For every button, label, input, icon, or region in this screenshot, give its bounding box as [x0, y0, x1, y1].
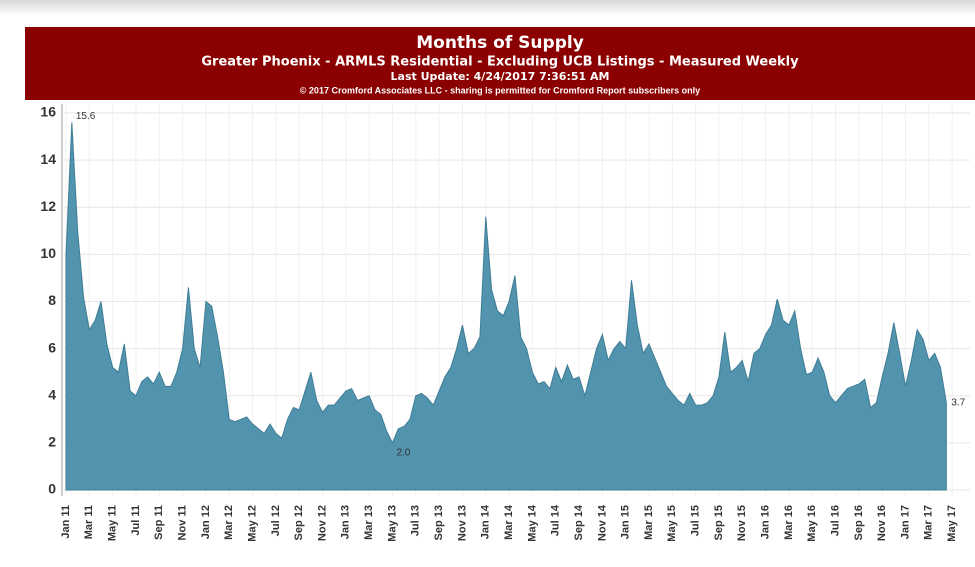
x-tick-label: Mar 11	[83, 505, 95, 539]
x-tick-label: May 17	[946, 505, 958, 542]
y-tick-label: 16	[40, 104, 56, 120]
x-tick-label: May 12	[246, 505, 258, 542]
x-tick-label: Sep 13	[433, 505, 445, 540]
y-tick-label: 8	[48, 292, 56, 308]
x-tick-label: Jan 11	[60, 505, 72, 539]
x-tick-label: Nov 16	[876, 505, 888, 541]
x-tick-label: Jul 13	[410, 505, 422, 536]
area	[65, 122, 947, 491]
x-tick-label: Jul 16	[829, 505, 841, 536]
chart-subtitle: Greater Phoenix - ARMLS Residential - Ex…	[201, 55, 799, 70]
x-tick-label: Nov 15	[736, 505, 748, 541]
x-tick-label: Jan 13	[340, 505, 352, 539]
x-tick-label: Mar 14	[503, 504, 515, 540]
y-tick-label: 12	[40, 198, 56, 214]
data-label: 15.6	[76, 111, 96, 122]
update-note: Last Update: 4/24/2017 7:36:51 AM	[391, 70, 610, 83]
x-tick-label: Jan 15	[620, 505, 632, 539]
data-label: 2.0	[396, 448, 410, 459]
top-shadow	[0, 0, 975, 16]
x-tick-label: May 16	[806, 505, 818, 542]
x-tick-label: Jan 17	[899, 505, 911, 539]
x-tick-label: Sep 12	[293, 505, 305, 540]
x-tick-label: Jul 12	[270, 505, 282, 536]
y-tick-label: 6	[48, 339, 56, 355]
x-tick-label: Mar 13	[363, 505, 375, 540]
x-tick-label: Jan 16	[760, 505, 772, 539]
x-tick-label: Nov 11	[177, 505, 189, 540]
x-tick-label: Mar 12	[223, 505, 235, 540]
header-band	[25, 27, 975, 100]
x-tick-label: May 14	[526, 504, 538, 542]
x-tick-label: Sep 11	[153, 505, 165, 540]
data-label: 3.7	[951, 397, 965, 408]
x-tick-label: May 15	[666, 505, 678, 542]
x-tick-label: Mar 15	[643, 505, 655, 540]
x-tick-label: Jan 14	[480, 504, 492, 539]
x-tick-label: Mar 17	[923, 505, 935, 540]
x-tick-label: Nov 12	[316, 505, 328, 541]
x-tick-label: Sep 14	[573, 504, 585, 540]
x-tick-label: Jul 14	[550, 504, 562, 536]
x-tick-label: Jan 12	[200, 505, 212, 539]
x-tick-label: Nov 13	[456, 505, 468, 541]
y-tick-label: 4	[48, 386, 56, 402]
y-tick-label: 14	[40, 151, 56, 167]
x-tick-label: May 11	[107, 505, 119, 541]
x-tick-label: May 13	[386, 505, 398, 542]
y-tick-label: 0	[48, 481, 56, 497]
x-tick-label: Mar 16	[783, 505, 795, 540]
x-tick-label: Jul 15	[690, 505, 702, 536]
x-tick-label: Nov 14	[596, 504, 608, 541]
y-tick-label: 2	[48, 434, 56, 450]
x-tick-label: Sep 15	[713, 505, 725, 540]
x-tick-label: Jul 11	[130, 505, 142, 536]
x-tick-label: Sep 16	[853, 505, 865, 540]
copyright: © 2017 Cromford Associates LLC - sharing…	[300, 85, 700, 95]
chart-title: Months of Supply	[416, 33, 584, 53]
y-tick-label: 10	[40, 245, 56, 261]
